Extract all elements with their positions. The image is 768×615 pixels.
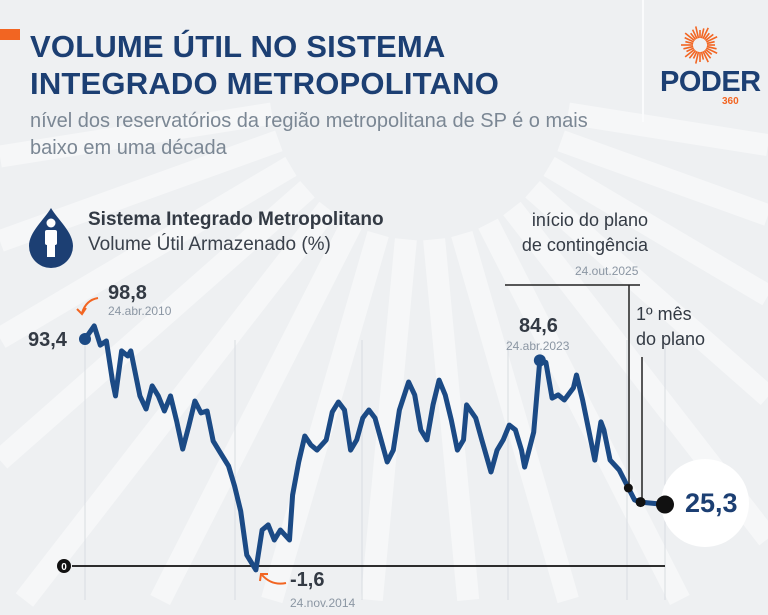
max-date-label: 24.abr.2010 — [108, 304, 172, 318]
logo-ray — [704, 33, 714, 42]
plan-start-line2: de contingência — [521, 235, 648, 255]
poder360-sunburst-logo — [681, 26, 718, 64]
logo-ray — [702, 27, 709, 40]
max-value-label: 98,8 — [108, 282, 147, 304]
max-arrowhead — [76, 307, 87, 316]
background-sunburst — [0, 102, 768, 607]
background-ray — [360, 238, 417, 602]
accent-bar — [0, 29, 20, 40]
logo-ray — [700, 28, 705, 39]
background-ray — [557, 130, 768, 226]
logo-ray — [690, 32, 697, 41]
logo-ray — [694, 51, 700, 64]
logo-ray — [705, 47, 718, 54]
logo-ray — [704, 48, 713, 55]
background-ray — [0, 180, 315, 469]
background-ray — [525, 180, 768, 406]
logo-ray — [692, 50, 698, 59]
logo-suffix: 360 — [722, 96, 739, 107]
chart-title: Sistema Integrado Metropolitano — [88, 209, 384, 230]
start-point — [79, 333, 91, 346]
vertical-gridlines — [84, 340, 666, 600]
page-subtitle: nível dos reservatórios da região metrop… — [30, 110, 588, 159]
plan-start-point — [623, 483, 633, 493]
logo-ray — [691, 29, 698, 40]
logo-text: PODER — [660, 66, 761, 98]
logo-ray — [706, 45, 717, 50]
plan-month-annotation: 1º mês do plano — [636, 302, 705, 352]
background-ray — [0, 156, 297, 348]
min-date-label: 24.nov.2014 — [290, 596, 356, 610]
peak-date-label: 24.abr.2023 — [506, 339, 570, 353]
zero-label: 0 — [61, 562, 67, 573]
end-value-label: 25,3 — [685, 488, 738, 518]
logo-ray — [684, 48, 696, 58]
page-title: VOLUME ÚTIL NO SISTEMA INTEGRADO METROPO… — [30, 29, 500, 101]
background-ray — [15, 201, 337, 607]
start-value-label: 93,4 — [28, 329, 67, 351]
logo-ray — [684, 32, 696, 42]
background-ray — [0, 102, 274, 168]
logo-ray — [700, 51, 705, 60]
peak-2023-point — [533, 354, 546, 367]
logo-ray — [703, 32, 710, 41]
logo-ray — [685, 40, 694, 45]
series-line — [82, 323, 668, 573]
logo-ray — [684, 36, 695, 43]
plan-start-line1: início do plano — [531, 210, 648, 230]
water-drop-person-icon — [29, 208, 73, 268]
y-axis-label: Volume Útil Armazenado (%) — [88, 234, 331, 255]
plan-start-annotation: início do plano de contingência — [440, 208, 648, 258]
logo-ray — [706, 40, 715, 45]
end-value-bubble — [661, 459, 749, 547]
header-divider — [642, 0, 644, 122]
min-arrowhead — [259, 573, 268, 582]
logo-ray — [702, 50, 709, 63]
background-ray — [150, 218, 362, 605]
max-arrow — [81, 297, 99, 314]
logo-ray — [694, 26, 700, 39]
plan-month-point — [635, 497, 646, 508]
logo-ray — [683, 45, 694, 50]
logo-ray — [705, 36, 718, 43]
min-value-label: -1,6 — [290, 569, 325, 591]
zero-marker — [57, 559, 71, 573]
logo-ray — [686, 47, 695, 53]
min-arrow — [261, 574, 287, 585]
end-point — [656, 495, 674, 514]
background-ray — [451, 230, 579, 604]
plan-month-line2: do plano — [636, 329, 706, 349]
background-ray — [566, 102, 768, 156]
background-ray — [543, 156, 768, 306]
plan-month-line1: 1º mês — [636, 304, 692, 324]
plan-start-date: 24.out.2025 — [575, 264, 639, 278]
peak-value-label: 84,6 — [519, 315, 558, 337]
logo-ray — [703, 49, 712, 59]
logo-ray — [688, 49, 697, 59]
